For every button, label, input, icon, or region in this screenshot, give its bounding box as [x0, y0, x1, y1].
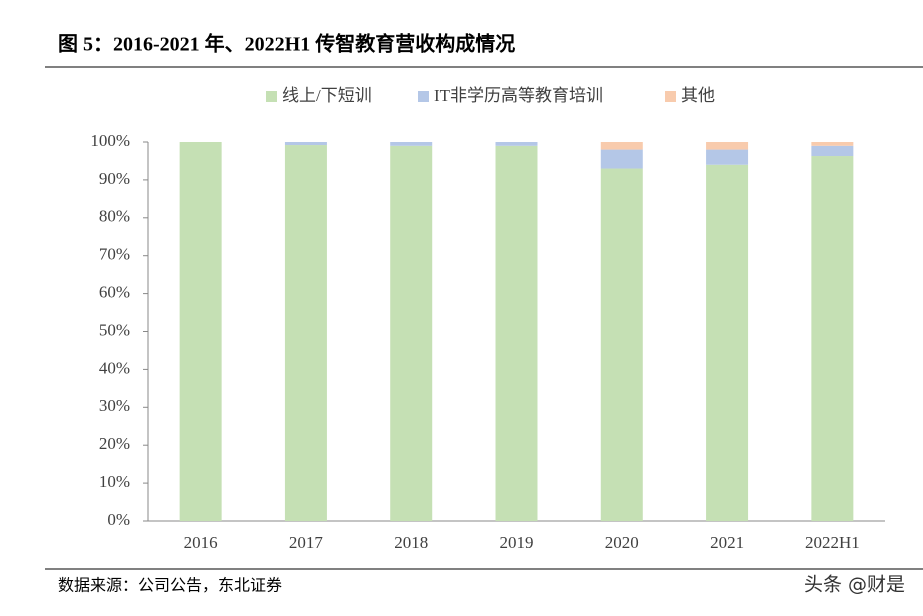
y-tick-label: 70%: [99, 245, 130, 264]
bar-segment: [600, 168, 643, 521]
bar-segment: [706, 142, 749, 150]
y-tick-label: 10%: [99, 472, 130, 491]
y-tick-label: 20%: [99, 434, 130, 453]
y-tick-label: 90%: [99, 169, 130, 188]
bar-segment: [284, 142, 327, 146]
y-tick-label: 50%: [99, 320, 130, 339]
legend-swatch: [418, 91, 429, 102]
bar-segment: [811, 142, 854, 146]
bar-segment: [390, 142, 433, 146]
watermark: 头条 @财是: [804, 574, 905, 596]
bar-segment: [600, 142, 643, 150]
bar-segment: [179, 142, 222, 521]
x-tick-label: 2017: [289, 533, 324, 552]
y-tick-label: 60%: [99, 283, 130, 302]
bar-segment: [284, 145, 327, 522]
bar-segment: [495, 145, 538, 522]
bar-segment: [390, 145, 433, 522]
legend-swatch: [266, 91, 277, 102]
bar-segment: [811, 156, 854, 521]
x-tick-label: 2016: [184, 533, 218, 552]
x-tick-label: 2021: [710, 533, 744, 552]
legend-label: 线上/下短训: [282, 86, 372, 105]
chart-title: 图 5：2016-2021 年、2022H1 传智教育营收构成情况: [58, 32, 515, 56]
x-tick-label: 2022H1: [805, 533, 860, 552]
y-tick-label: 100%: [90, 131, 130, 150]
bar-segment: [811, 145, 854, 157]
y-tick-label: 0%: [107, 510, 130, 529]
legend-swatch: [665, 91, 676, 102]
legend-label: 其他: [681, 86, 715, 105]
bar-segment: [706, 149, 749, 165]
y-tick-label: 40%: [99, 358, 130, 377]
y-tick-label: 30%: [99, 396, 130, 415]
legend-label: IT非学历高等教育培训: [434, 86, 603, 105]
bar-segment: [600, 149, 643, 169]
y-tick-label: 80%: [99, 207, 130, 226]
source: 数据来源：公司公告，东北证券: [58, 577, 282, 595]
x-tick-label: 2020: [605, 533, 639, 552]
x-tick-label: 2019: [500, 533, 534, 552]
bar-segment: [706, 164, 749, 522]
bar-segment: [495, 142, 538, 146]
x-tick-label: 2018: [394, 533, 428, 552]
